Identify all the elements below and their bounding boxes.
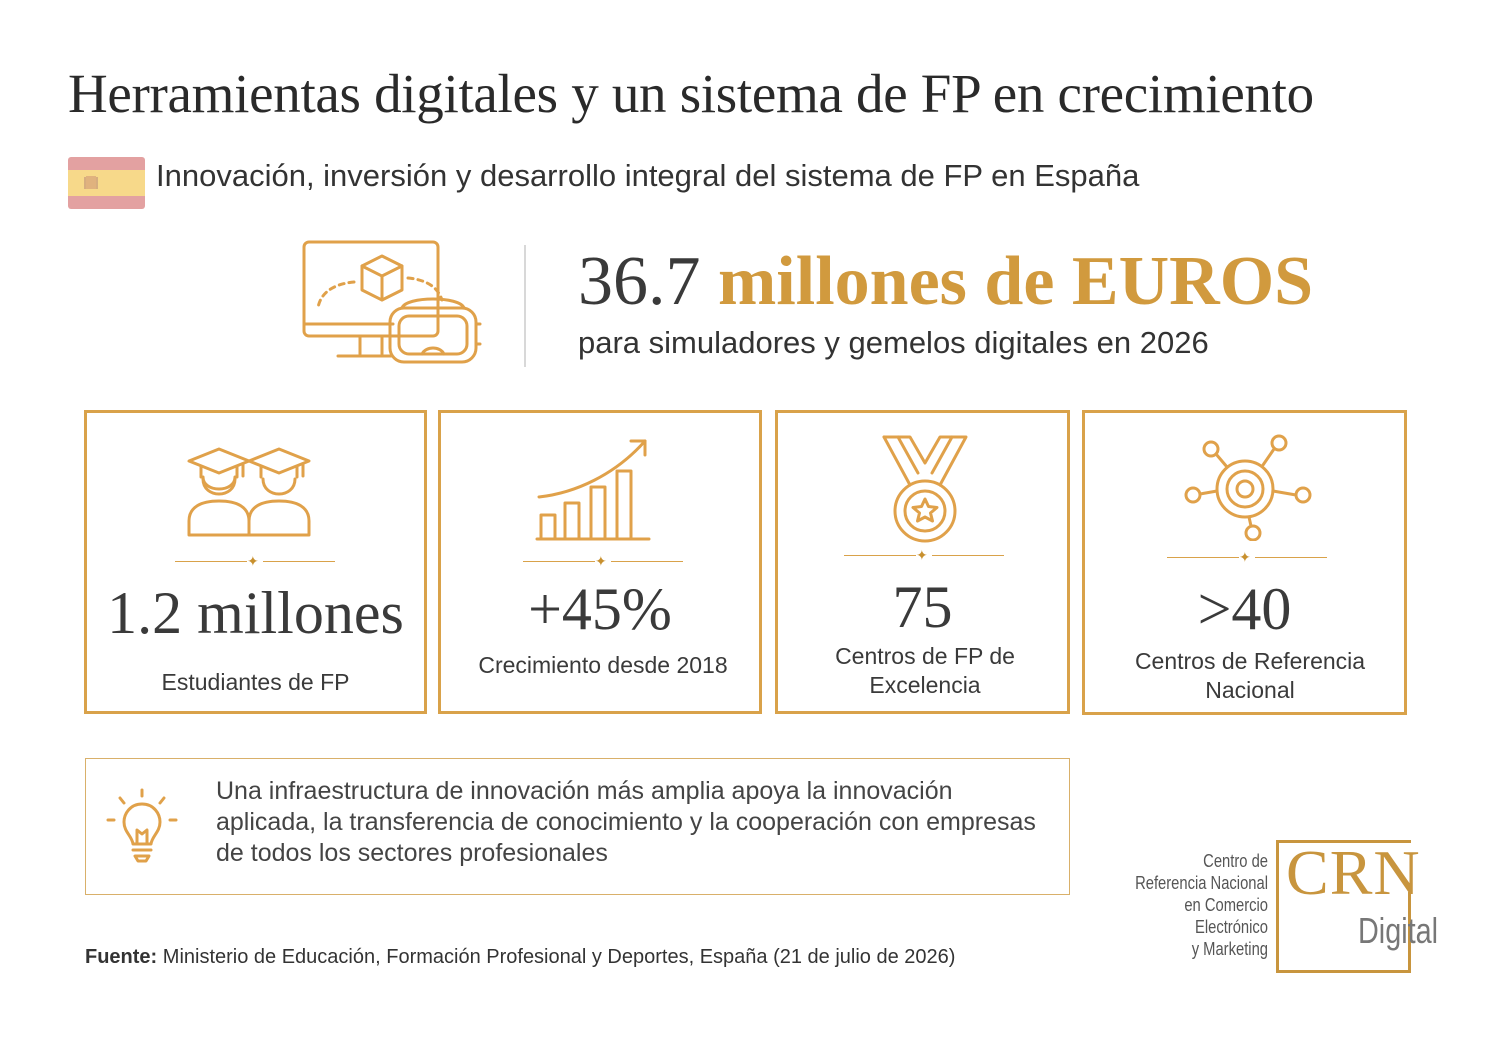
logo-line: Centro de	[1203, 851, 1268, 871]
logo-frame	[1276, 840, 1411, 973]
card-ornament: ✦	[175, 553, 335, 569]
card-ornament: ✦	[844, 547, 1004, 563]
logo-mark: CRN	[1286, 837, 1421, 908]
monitor-vr-headset-icon	[298, 236, 488, 370]
hero-description: para simuladores y gemelos digitales en …	[578, 325, 1209, 360]
page-title: Herramientas digitales y un sistema de F…	[68, 63, 1314, 124]
stat-value: 1.2 millones	[107, 580, 404, 646]
stat-value: 75	[892, 574, 953, 640]
page-subtitle: Innovación, inversión y desarrollo integ…	[156, 158, 1140, 193]
card-ornament: ✦	[1167, 549, 1327, 565]
stat-label: Centros de FP de Excelencia	[835, 643, 1015, 698]
spain-flag-icon	[68, 157, 145, 209]
hero-amount-unit: millones de EUROS	[718, 243, 1314, 320]
stat-label: Estudiantes de FP	[161, 669, 350, 695]
stat-card-reference: ✦ >40 Centros de Referencia Nacional	[1082, 410, 1407, 715]
source-label: Fuente:	[85, 946, 158, 968]
hero-amount: 36.7 millones de EUROS	[578, 240, 1313, 324]
graduates-icon	[185, 443, 311, 539]
logo-line: y Marketing	[1191, 939, 1268, 959]
growth-chart-icon	[535, 435, 655, 543]
source-note: Fuente: Ministerio de Educación, Formaci…	[85, 944, 1075, 970]
logo-sub: Digital	[1358, 910, 1439, 951]
stat-value: >40	[1197, 576, 1292, 642]
source-text: Ministerio de Educación, Formación Profe…	[162, 946, 956, 968]
stat-card-excellence: ✦ 75 Centros de FP de Excelencia	[775, 410, 1070, 714]
card-ornament: ✦	[523, 553, 683, 569]
network-hub-icon	[1183, 433, 1313, 542]
stat-label: Crecimiento desde 2018	[478, 652, 728, 678]
medal-icon	[880, 433, 970, 545]
info-box	[85, 758, 1070, 895]
logo-text: Centro de Referencia Nacional en Comerci…	[1130, 850, 1268, 960]
stat-label: Centros de Referencia Nacional	[1134, 648, 1366, 703]
logo-line: Referencia Nacional	[1135, 873, 1268, 893]
lightbulb-icon	[102, 788, 182, 868]
logo-line: en Comercio Electrónico	[1184, 895, 1268, 937]
stat-card-growth: ✦ +45% Crecimiento desde 2018	[438, 410, 762, 714]
hero-amount-number: 36.7	[578, 243, 701, 320]
stat-card-students: ✦ 1.2 millones Estudiantes de FP	[84, 410, 427, 714]
logo-frame-edge	[1408, 892, 1411, 973]
hero-divider	[524, 245, 526, 367]
info-text: Una infraestructura de innovación más am…	[216, 777, 1036, 867]
stat-value: +45%	[528, 576, 672, 642]
